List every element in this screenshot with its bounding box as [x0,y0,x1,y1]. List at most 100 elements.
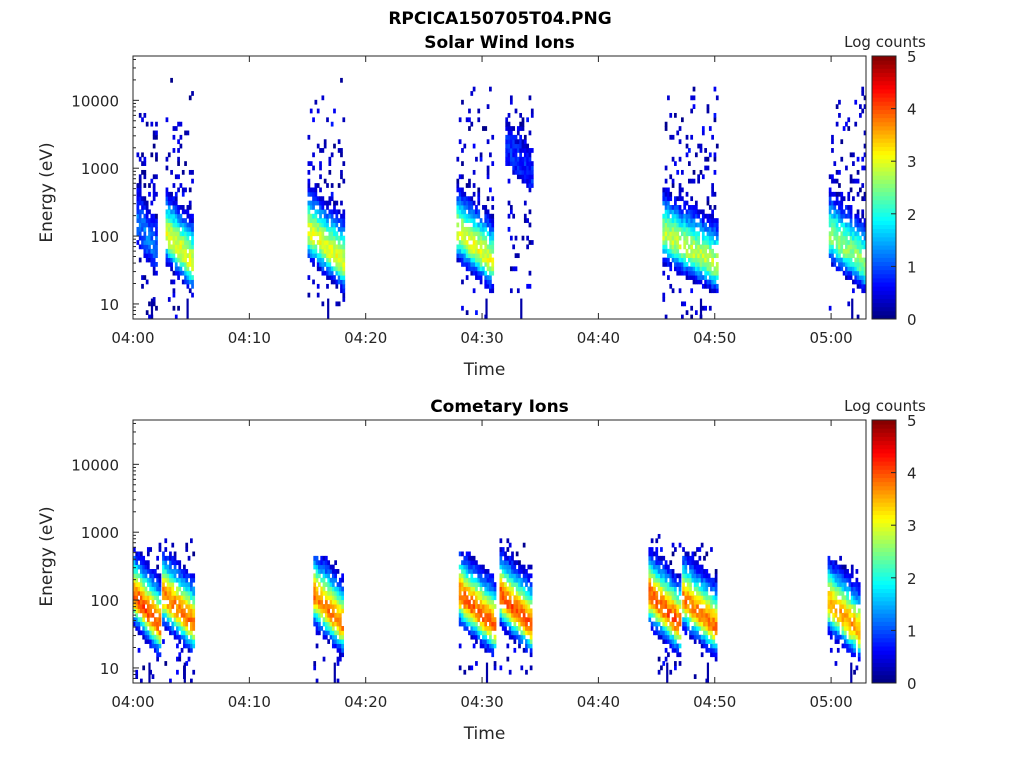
heatmap-cell [849,187,853,193]
heatmap-cell [162,621,165,627]
heatmap-cell [843,577,847,583]
heatmap-cell [687,266,691,272]
heatmap-cell [669,191,673,197]
heatmap-cell [338,608,342,614]
heatmap-cell [178,564,182,570]
y-tick-label: 100 [90,228,119,246]
heatmap-cell [472,262,476,267]
heatmap-cell [511,604,514,609]
heatmap-cell [669,595,673,601]
heatmap-cell [162,551,165,557]
heatmap-cell [508,555,512,561]
heatmap-cell [155,156,158,162]
heatmap-cell [848,599,852,605]
heatmap-cell [149,582,153,587]
heatmap-cell [138,200,142,206]
heatmap-cell [149,573,153,579]
heatmap-cell [676,218,680,223]
heatmap-cell [528,148,532,153]
heatmap-cell [336,604,340,609]
heatmap-cell [499,595,503,601]
heatmap-cell [678,196,682,202]
heatmap-cell [499,564,503,570]
heatmap-cell [314,213,318,219]
colorbar-segment [872,183,896,188]
heatmap-cell [706,253,710,259]
heatmap-cell [333,253,336,259]
heatmap-cell [528,152,532,158]
heatmap-cell [313,595,317,601]
heatmap-cell [694,205,698,210]
heatmap-cell [692,169,696,175]
heatmap-cell [491,647,495,653]
heatmap-cell [138,187,142,193]
heatmap-cell [340,288,343,294]
heatmap-cell [309,226,313,232]
heatmap-cell [318,604,321,609]
heatmap-cell [190,538,193,544]
heatmap-cell [657,621,661,627]
heatmap-cell [173,599,177,605]
heatmap-cell [711,226,714,232]
heatmap-cell [486,266,490,272]
heatmap-cell [705,599,709,605]
heatmap-cell [479,630,483,636]
heatmap-cell [470,630,474,636]
heatmap-cell [318,564,321,570]
heatmap-cell [708,226,712,232]
heatmap-cell [486,253,490,259]
heatmap-cell [852,152,855,158]
heatmap-cell [521,143,525,149]
heatmap-cell [315,626,319,631]
heatmap-cell [475,595,478,601]
heatmap-cell [521,148,525,153]
heatmap-cell [845,257,848,263]
heatmap-cell [465,555,469,561]
heatmap-cell [176,560,179,566]
heatmap-cell [696,604,699,609]
heatmap-cell [315,573,319,579]
heatmap-cell [842,196,846,202]
heatmap-cell [650,569,654,574]
colorbar-tick-label: 0 [907,675,917,693]
heatmap-cell [307,200,311,206]
heatmap-cell [509,134,513,140]
heatmap-cell [479,235,483,241]
heatmap-cell [183,608,186,614]
heatmap-cell [505,152,509,158]
heatmap-cell [674,213,677,219]
heatmap-cell [133,560,136,566]
heatmap-cell [167,257,171,263]
heatmap-cell [678,270,682,276]
heatmap-cell [706,218,710,223]
heatmap-cell [192,577,196,583]
heatmap-cell [146,630,150,636]
colorbar-segment [872,146,896,152]
heatmap-cell [511,551,514,557]
heatmap-cell [472,621,476,627]
heatmap-cell [690,305,694,311]
heatmap-cell [657,564,661,570]
heatmap-cell [468,569,471,574]
heatmap-cell [515,577,519,583]
heatmap-cell [135,590,139,596]
heatmap-cell [841,586,845,592]
heatmap-cell [671,178,675,184]
heatmap-cell [507,178,511,184]
heatmap-cell [486,231,490,237]
heatmap-cell [143,218,147,223]
heatmap-cell [162,577,165,583]
heatmap-cell [309,231,313,237]
colorbar-segment [872,428,896,433]
colorbar-segment [872,666,896,672]
heatmap-cell [507,213,511,219]
heatmap-cell [486,257,490,263]
heatmap-cell [136,213,140,219]
heatmap-cell [856,222,860,228]
heatmap-cell [475,590,478,596]
heatmap-cell [696,621,699,627]
heatmap-cell [320,590,324,596]
heatmap-cell [650,564,654,570]
heatmap-cell [683,222,687,228]
heatmap-cell [697,244,701,250]
